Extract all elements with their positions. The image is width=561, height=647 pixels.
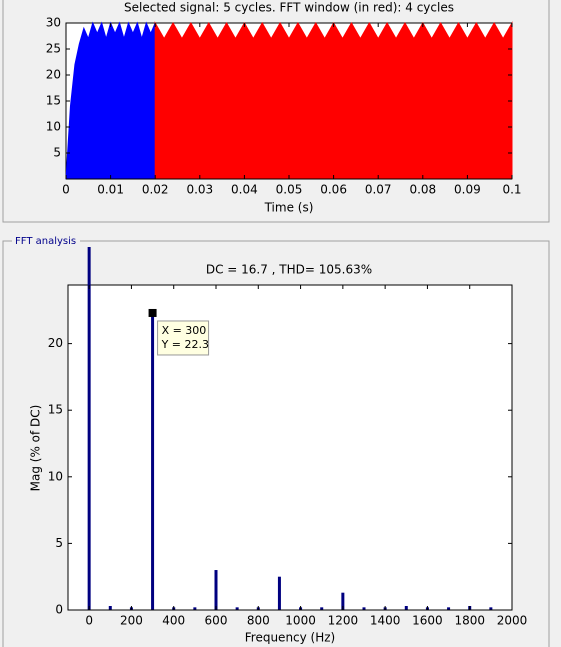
y-tick-label: 5 [55,536,63,550]
x-tick-label: 1000 [285,614,316,628]
x-tick-label: 600 [205,614,228,628]
y-tick-label: 5 [53,146,61,160]
bar [214,570,218,610]
panel-label: FFT analysis [15,236,76,247]
bar [404,606,408,610]
x-tick-label: 200 [120,614,143,628]
x-tick-label: 0.09 [454,183,481,197]
bar [193,607,197,610]
fft-axes [67,284,513,611]
x-tick-label: 0.08 [409,183,436,197]
bar [362,607,366,610]
bar [447,607,451,610]
x-tick-label: 1200 [328,614,359,628]
y-tick-label: 20 [46,68,61,82]
y-tick-label: 10 [48,469,63,483]
fft-y-label: Mag (% of DC) [29,405,43,492]
x-tick-label: 1400 [370,614,401,628]
y-tick-label: 10 [46,120,61,134]
y-tick-label: 25 [46,42,61,56]
panel-label-bg [12,234,80,247]
fft-title: DC = 16.7 , THD= 105.63% [206,263,372,277]
bar [320,607,324,610]
x-tick-label: 0.04 [231,183,258,197]
x-tick-label: 0 [62,183,70,197]
x-tick-label: 1600 [412,614,443,628]
x-tick-label: 0.07 [365,183,392,197]
bar [341,592,345,610]
y-tick-label: 30 [46,16,61,30]
bar [277,576,281,610]
datatip-x: X = 300 [162,324,207,337]
bar [235,607,239,610]
y-tick-label: 15 [48,403,63,417]
x-tick-label: 0.02 [142,183,169,197]
x-tick-label: 0.06 [320,183,347,197]
x-tick-label: 0.03 [186,183,213,197]
datatip-box [157,320,210,356]
x-tick-label: 1800 [454,614,485,628]
y-tick-label: 20 [48,336,63,350]
x-tick-label: 2000 [497,614,528,628]
datatip-y: Y = 22.3 [161,338,209,351]
datatip-marker [148,308,157,317]
y-tick-label: 15 [46,94,61,108]
y-tick-label: 0 [55,603,63,617]
signal-title: Selected signal: 5 cycles. FFT window (i… [124,1,454,15]
signal-area [65,21,156,180]
bar [108,606,112,610]
fft-x-label: Frequency (Hz) [245,631,336,645]
x-tick-label: 0 [85,614,93,628]
x-tick-label: 0.1 [502,183,521,197]
signal-x-label: Time (s) [264,201,314,215]
x-tick-label: 400 [162,614,185,628]
plot [65,21,513,180]
bar [489,607,493,610]
bar [87,247,91,610]
signal-area [154,21,513,180]
x-tick-label: 0.01 [97,183,124,197]
x-tick-label: 0.05 [276,183,303,197]
x-tick-label: 800 [247,614,270,628]
bar [151,312,155,610]
